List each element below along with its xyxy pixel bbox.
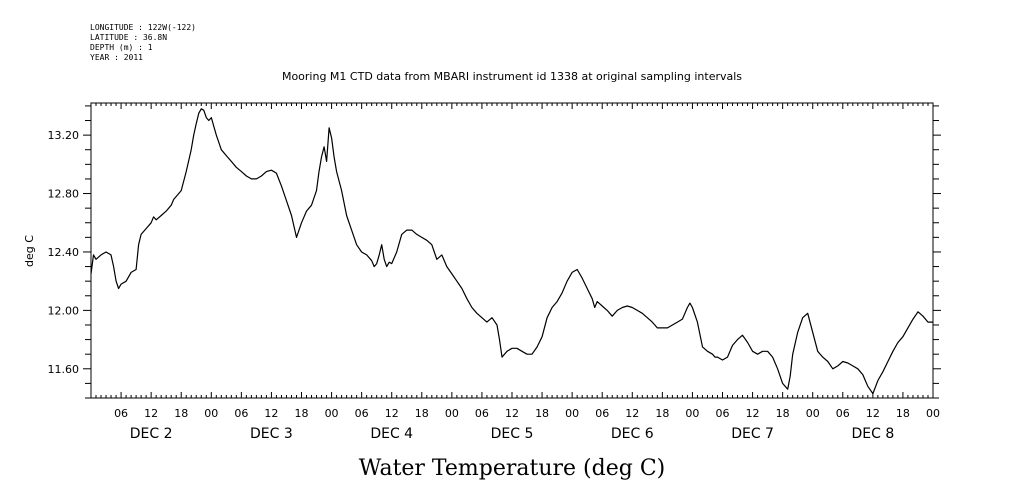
- x-axis-title: Water Temperature (deg C): [359, 456, 666, 481]
- x-day-label: DEC 4: [370, 426, 413, 442]
- axes-layer: 06 12 18 00 06 12 18 00 06 12 18 00 06 12 18 00 06 12 18 00…: [48, 103, 941, 442]
- x-hour-tick-label: 12: [625, 407, 639, 420]
- x-hour-tick-label: 12: [385, 407, 399, 420]
- x-hour-tick-label: 06: [355, 407, 369, 420]
- x-hour-tick-label: 18: [174, 407, 188, 420]
- series-layer: [90, 108, 933, 395]
- y-tick-label: 12.40: [48, 246, 80, 259]
- x-hour-tick-label: 00: [325, 407, 339, 420]
- x-hour-tick-label: 00: [565, 407, 579, 420]
- x-hour-tick-label: 06: [716, 407, 730, 420]
- temperature-series-line: [90, 108, 933, 395]
- x-day-label: DEC 5: [491, 426, 534, 442]
- y-axis-label: deg C: [23, 235, 36, 267]
- plot-frame: [90, 102, 934, 399]
- x-day-label: DEC 3: [250, 426, 293, 442]
- x-hour-tick-label: 00: [685, 407, 699, 420]
- x-hour-tick-label: 00: [806, 407, 820, 420]
- x-day-label: DEC 7: [731, 426, 774, 442]
- x-hour-tick-label: 12: [746, 407, 760, 420]
- y-tick-label: 11.60: [48, 363, 80, 376]
- x-hour-tick-label: 18: [896, 407, 910, 420]
- y-tick-label: 12.00: [48, 304, 80, 317]
- year-text: YEAR : 2011: [90, 53, 143, 62]
- x-hour-tick-label: 06: [114, 407, 128, 420]
- x-hour-tick-label: 12: [505, 407, 519, 420]
- x-day-label: DEC 2: [130, 426, 173, 442]
- x-hour-tick-label: 12: [264, 407, 278, 420]
- x-hour-tick-label: 00: [926, 407, 940, 420]
- x-hour-tick-label: 00: [445, 407, 459, 420]
- x-hour-tick-label: 18: [295, 407, 309, 420]
- x-hour-tick-label: 18: [415, 407, 429, 420]
- x-day-label: DEC 8: [851, 426, 894, 442]
- x-hour-tick-label: 12: [144, 407, 158, 420]
- longitude-text: LONGITUDE : 122W(-122): [90, 23, 196, 32]
- y-tick-label: 12.80: [48, 188, 80, 201]
- depth-text: DEPTH (m) : 1: [90, 43, 153, 52]
- x-hour-tick-label: 06: [234, 407, 248, 420]
- x-hour-tick-label: 18: [655, 407, 669, 420]
- x-hour-tick-label: 06: [475, 407, 489, 420]
- x-hour-tick-label: 18: [535, 407, 549, 420]
- x-hour-tick-label: 00: [204, 407, 218, 420]
- chart-title: Mooring M1 CTD data from MBARI instrumen…: [282, 70, 742, 83]
- x-day-label: DEC 6: [611, 426, 654, 442]
- x-hour-tick-label: 06: [836, 407, 850, 420]
- x-hour-tick-label: 18: [776, 407, 790, 420]
- latitude-text: LATITUDE : 36.8N: [90, 33, 167, 42]
- x-hour-tick-label: 06: [595, 407, 609, 420]
- y-tick-label: 13.20: [48, 129, 80, 142]
- x-hour-tick-label: 12: [866, 407, 880, 420]
